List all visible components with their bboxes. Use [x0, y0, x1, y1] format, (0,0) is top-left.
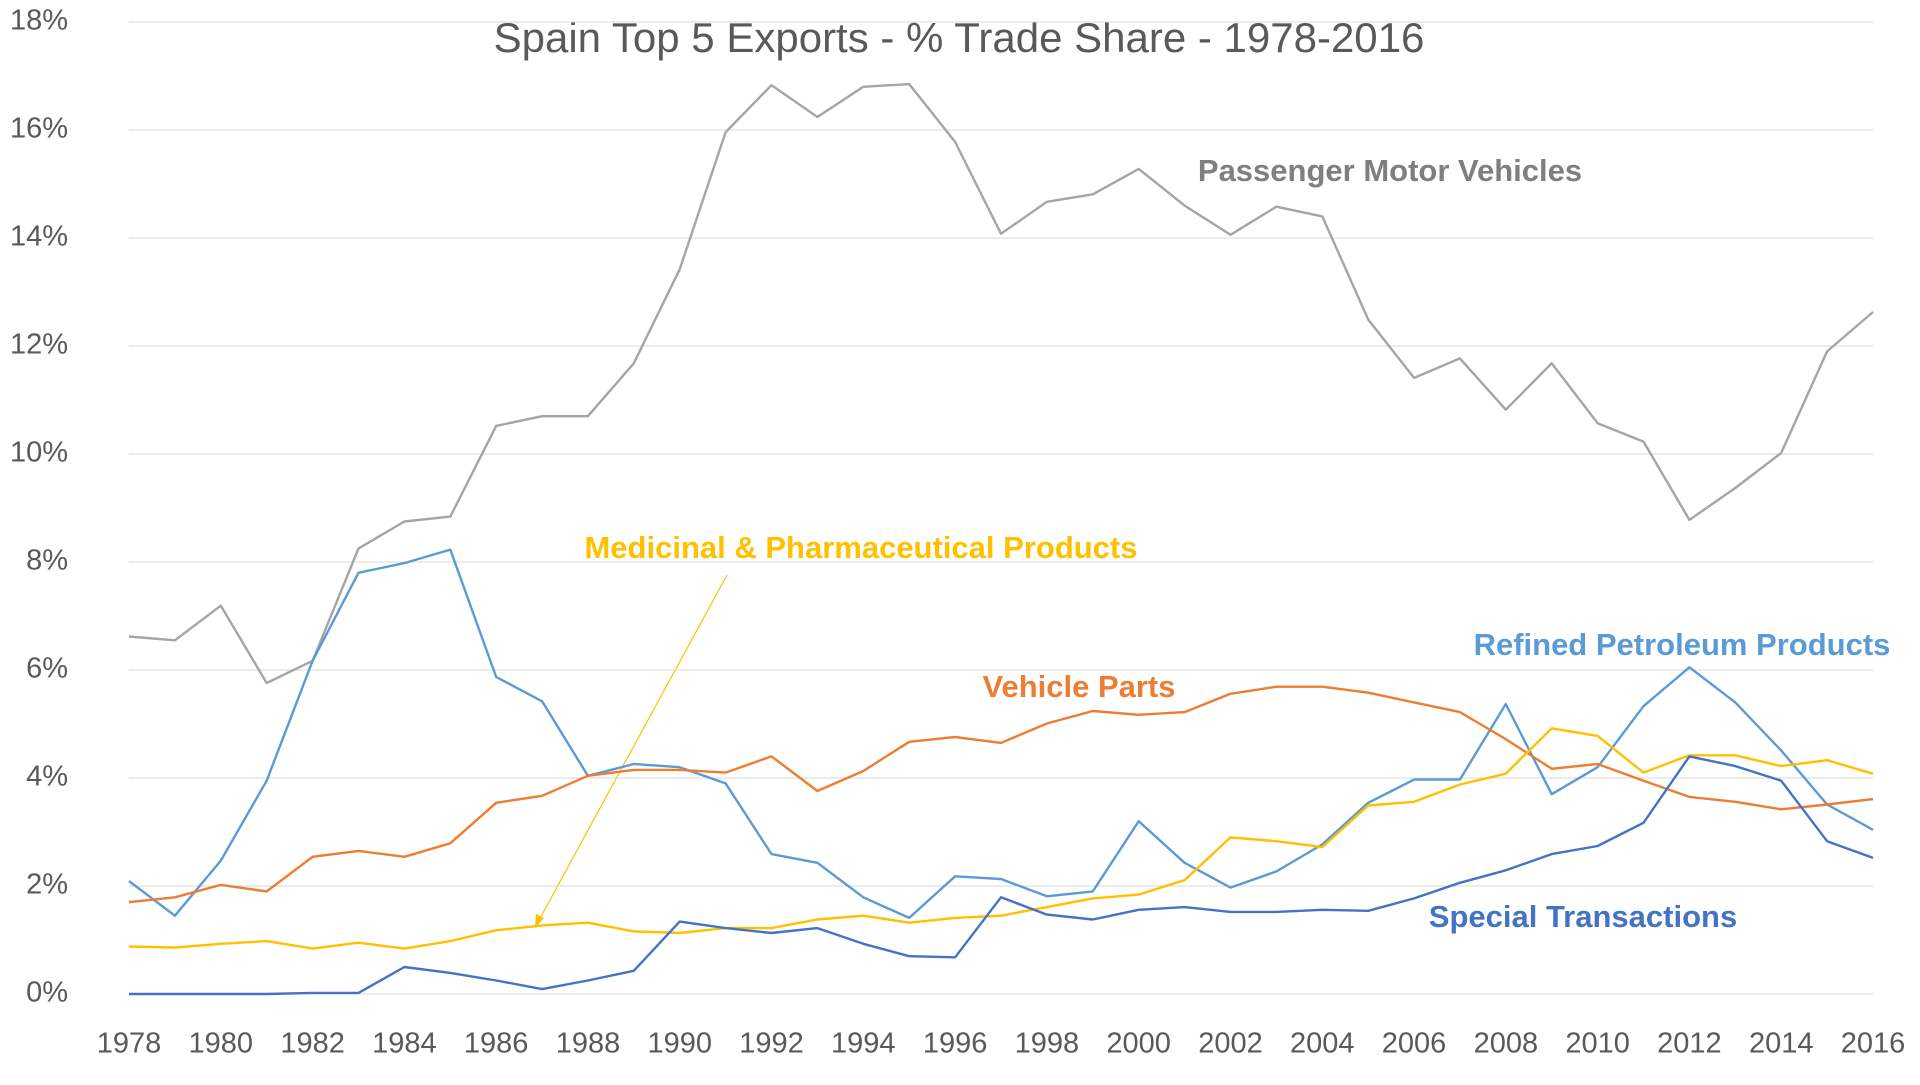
x-tick-label: 1992: [739, 1028, 804, 1060]
x-tick-label: 1988: [556, 1028, 621, 1060]
arrow-head: [535, 914, 544, 928]
y-tick-label: 14%: [10, 221, 68, 253]
x-tick-label: 2002: [1198, 1028, 1263, 1060]
annotation-arrow: [537, 574, 728, 923]
series-line: [128, 685, 1874, 904]
x-tick-label: 2012: [1657, 1028, 1722, 1060]
x-tick-label: 2008: [1474, 1028, 1539, 1060]
series-label: Special Transactions: [1429, 899, 1737, 934]
y-tick-label: 4%: [26, 761, 68, 793]
x-tick-label: 1984: [372, 1028, 437, 1060]
x-tick-label: 2010: [1565, 1028, 1630, 1060]
x-tick-label: 1978: [97, 1028, 162, 1060]
x-tick-label: 1994: [831, 1028, 896, 1060]
series-line: [128, 727, 1874, 950]
x-tick-label: 2000: [1106, 1028, 1171, 1060]
series-label: Vehicle Parts: [982, 669, 1175, 704]
x-tick-label: 1982: [280, 1028, 345, 1060]
y-tick-label: 8%: [26, 545, 68, 577]
y-tick-label: 16%: [10, 113, 68, 145]
x-tick-label: 1980: [189, 1028, 254, 1060]
x-tick-label: 2016: [1841, 1028, 1906, 1060]
x-tick-label: 1998: [1015, 1028, 1080, 1060]
chart-title: Spain Top 5 Exports - % Trade Share - 19…: [494, 14, 1425, 61]
y-tick-label: 2%: [26, 869, 68, 901]
y-tick-label: 10%: [10, 437, 68, 469]
x-tick-label: 1986: [464, 1028, 529, 1060]
x-tick-label: 1990: [647, 1028, 712, 1060]
series-line: [128, 82, 1874, 685]
y-tick-label: 18%: [10, 5, 68, 37]
series-label: Passenger Motor Vehicles: [1198, 153, 1582, 188]
x-tick-label: 2006: [1382, 1028, 1447, 1060]
series-label: Refined Petroleum Products: [1474, 627, 1891, 662]
y-tick-label: 6%: [26, 653, 68, 685]
x-tick-label: 2004: [1290, 1028, 1355, 1060]
series-label: Medicinal & Pharmaceutical Products: [584, 530, 1137, 565]
series-line: [129, 755, 1874, 996]
series-line: [128, 548, 1874, 920]
y-tick-label: 12%: [10, 329, 68, 361]
x-tick-label: 1996: [923, 1028, 988, 1060]
y-tick-label: 0%: [26, 977, 68, 1009]
x-tick-label: 2014: [1749, 1028, 1814, 1060]
